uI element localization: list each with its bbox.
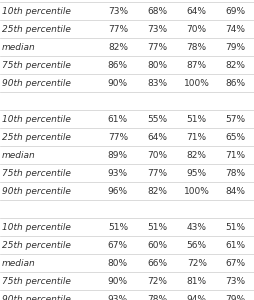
Text: 96%: 96% [107,187,128,196]
Text: 56%: 56% [186,241,206,250]
Text: 69%: 69% [225,7,245,16]
Text: 79%: 79% [225,295,245,300]
Text: 10th percentile: 10th percentile [2,7,71,16]
Text: 82%: 82% [147,187,167,196]
Text: 78%: 78% [147,295,167,300]
Text: 90th percentile: 90th percentile [2,295,71,300]
Text: 70%: 70% [147,151,167,160]
Text: 81%: 81% [186,277,206,286]
Text: 25th percentile: 25th percentile [2,241,71,250]
Text: 51%: 51% [186,115,206,124]
Text: 82%: 82% [186,151,206,160]
Text: 61%: 61% [225,241,245,250]
Text: 74%: 74% [225,25,245,34]
Text: 94%: 94% [186,295,206,300]
Text: 77%: 77% [107,133,128,142]
Text: 86%: 86% [107,61,128,70]
Text: 68%: 68% [147,7,167,16]
Text: 66%: 66% [147,259,167,268]
Text: 55%: 55% [147,115,167,124]
Text: 77%: 77% [107,25,128,34]
Text: 79%: 79% [225,43,245,52]
Text: 82%: 82% [225,61,245,70]
Text: median: median [2,259,36,268]
Text: 78%: 78% [225,169,245,178]
Text: 51%: 51% [107,223,128,232]
Text: 78%: 78% [186,43,206,52]
Text: 77%: 77% [147,169,167,178]
Text: 100%: 100% [183,79,209,88]
Text: 73%: 73% [147,25,167,34]
Text: 86%: 86% [225,79,245,88]
Text: 60%: 60% [147,241,167,250]
Text: 82%: 82% [107,43,128,52]
Text: 51%: 51% [147,223,167,232]
Text: 25th percentile: 25th percentile [2,25,71,34]
Text: 84%: 84% [225,187,245,196]
Text: 73%: 73% [225,277,245,286]
Text: 100%: 100% [183,187,209,196]
Text: 71%: 71% [186,133,206,142]
Text: 89%: 89% [107,151,128,160]
Text: 80%: 80% [147,61,167,70]
Text: 57%: 57% [225,115,245,124]
Text: 83%: 83% [147,79,167,88]
Text: 75th percentile: 75th percentile [2,277,71,286]
Text: 43%: 43% [186,223,206,232]
Text: 67%: 67% [107,241,128,250]
Text: 67%: 67% [225,259,245,268]
Text: 75th percentile: 75th percentile [2,169,71,178]
Text: 71%: 71% [225,151,245,160]
Text: 61%: 61% [107,115,128,124]
Text: median: median [2,43,36,52]
Text: 90th percentile: 90th percentile [2,79,71,88]
Text: 64%: 64% [186,7,206,16]
Text: 73%: 73% [107,7,128,16]
Text: 95%: 95% [186,169,206,178]
Text: 90%: 90% [107,79,128,88]
Text: 70%: 70% [186,25,206,34]
Text: 25th percentile: 25th percentile [2,133,71,142]
Text: median: median [2,151,36,160]
Text: 72%: 72% [186,259,206,268]
Text: 80%: 80% [107,259,128,268]
Text: 93%: 93% [107,169,128,178]
Text: 51%: 51% [225,223,245,232]
Text: 75th percentile: 75th percentile [2,61,71,70]
Text: 93%: 93% [107,295,128,300]
Text: 77%: 77% [147,43,167,52]
Text: 87%: 87% [186,61,206,70]
Text: 10th percentile: 10th percentile [2,115,71,124]
Text: 90th percentile: 90th percentile [2,187,71,196]
Text: 65%: 65% [225,133,245,142]
Text: 72%: 72% [147,277,167,286]
Text: 64%: 64% [147,133,167,142]
Text: 10th percentile: 10th percentile [2,223,71,232]
Text: 90%: 90% [107,277,128,286]
